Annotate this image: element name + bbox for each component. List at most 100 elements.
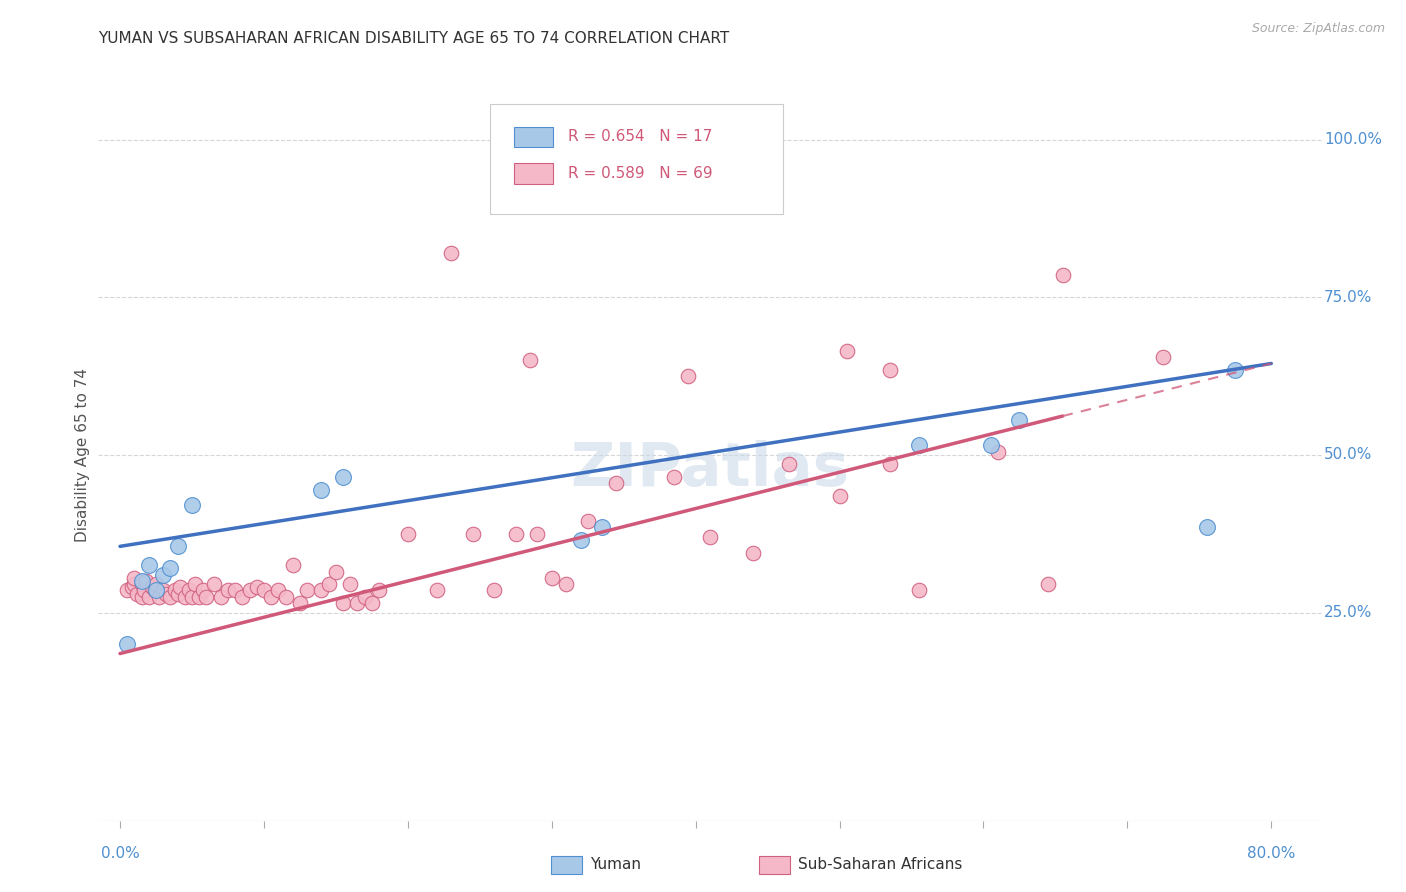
Point	[396, 526, 419, 541]
Point	[148, 590, 170, 604]
Point	[368, 583, 391, 598]
Point	[828, 489, 851, 503]
Point	[879, 458, 901, 472]
Point	[163, 583, 186, 598]
Point	[591, 520, 613, 534]
Text: 25.0%: 25.0%	[1324, 605, 1372, 620]
Point	[159, 590, 181, 604]
Point	[141, 580, 163, 594]
Point	[143, 583, 166, 598]
Point	[188, 590, 211, 604]
Point	[173, 590, 195, 604]
Point	[325, 565, 347, 579]
Point	[115, 637, 138, 651]
Point	[835, 343, 858, 358]
Bar	[759, 855, 790, 874]
Point	[138, 590, 160, 604]
Point	[1008, 413, 1031, 427]
Text: R = 0.589   N = 69: R = 0.589 N = 69	[568, 166, 713, 181]
Point	[678, 369, 700, 384]
Point	[742, 546, 765, 560]
FancyBboxPatch shape	[489, 103, 783, 213]
Point	[224, 583, 246, 598]
Point	[353, 590, 375, 604]
Point	[131, 574, 153, 588]
Point	[907, 583, 929, 598]
Text: YUMAN VS SUBSAHARAN AFRICAN DISABILITY AGE 65 TO 74 CORRELATION CHART: YUMAN VS SUBSAHARAN AFRICAN DISABILITY A…	[98, 31, 730, 46]
Point	[253, 583, 276, 598]
Point	[131, 577, 153, 591]
Point	[879, 363, 901, 377]
Point	[519, 353, 541, 368]
Point	[1038, 577, 1060, 591]
Point	[555, 577, 578, 591]
Point	[238, 583, 260, 598]
Point	[138, 558, 160, 573]
Point	[115, 583, 138, 598]
Point	[346, 596, 368, 610]
Point	[231, 590, 253, 604]
Point	[124, 577, 146, 591]
Point	[1052, 268, 1074, 283]
Point	[267, 583, 290, 598]
Point	[152, 567, 174, 582]
Point	[605, 476, 627, 491]
Point	[131, 590, 153, 604]
Point	[260, 590, 283, 604]
Point	[217, 583, 239, 598]
Point	[1152, 350, 1174, 364]
Bar	[551, 855, 582, 874]
Point	[202, 577, 225, 591]
Point	[699, 530, 721, 544]
Point	[360, 596, 382, 610]
Y-axis label: Disability Age 65 to 74: Disability Age 65 to 74	[75, 368, 90, 542]
Point	[339, 577, 361, 591]
Point	[461, 526, 484, 541]
Text: Sub-Saharan Africans: Sub-Saharan Africans	[799, 857, 963, 872]
Text: Source: ZipAtlas.com: Source: ZipAtlas.com	[1251, 22, 1385, 36]
Point	[281, 558, 304, 573]
Point	[332, 596, 354, 610]
Point	[193, 583, 215, 598]
Point	[440, 246, 463, 260]
Point	[987, 444, 1010, 458]
Point	[134, 583, 156, 598]
Point	[195, 590, 218, 604]
Point	[482, 583, 505, 598]
Point	[274, 590, 297, 604]
Point	[576, 514, 599, 528]
Point	[980, 438, 1002, 452]
Point	[152, 583, 174, 598]
Text: 50.0%: 50.0%	[1324, 448, 1372, 462]
Point	[169, 580, 191, 594]
Point	[181, 499, 204, 513]
Text: 0.0%: 0.0%	[101, 846, 139, 861]
Point	[332, 470, 354, 484]
Text: ZIPatlas: ZIPatlas	[571, 440, 849, 499]
Point	[124, 571, 146, 585]
Point	[540, 571, 562, 585]
Point	[135, 574, 157, 588]
Point	[145, 577, 167, 591]
Point	[246, 580, 269, 594]
Point	[127, 587, 149, 601]
Point	[778, 458, 800, 472]
Point	[181, 590, 204, 604]
Point	[159, 561, 181, 575]
Point	[662, 470, 685, 484]
Point	[526, 526, 548, 541]
Point	[1225, 363, 1247, 377]
Point	[288, 596, 311, 610]
Point	[166, 587, 188, 601]
Point	[209, 590, 232, 604]
Point	[184, 577, 207, 591]
Point	[311, 483, 333, 497]
Bar	[515, 127, 554, 147]
Point	[295, 583, 318, 598]
Text: 75.0%: 75.0%	[1324, 290, 1372, 305]
Point	[569, 533, 592, 547]
Point	[166, 539, 188, 553]
Point	[1195, 520, 1218, 534]
Point	[318, 577, 340, 591]
Text: R = 0.654   N = 17: R = 0.654 N = 17	[568, 129, 713, 145]
